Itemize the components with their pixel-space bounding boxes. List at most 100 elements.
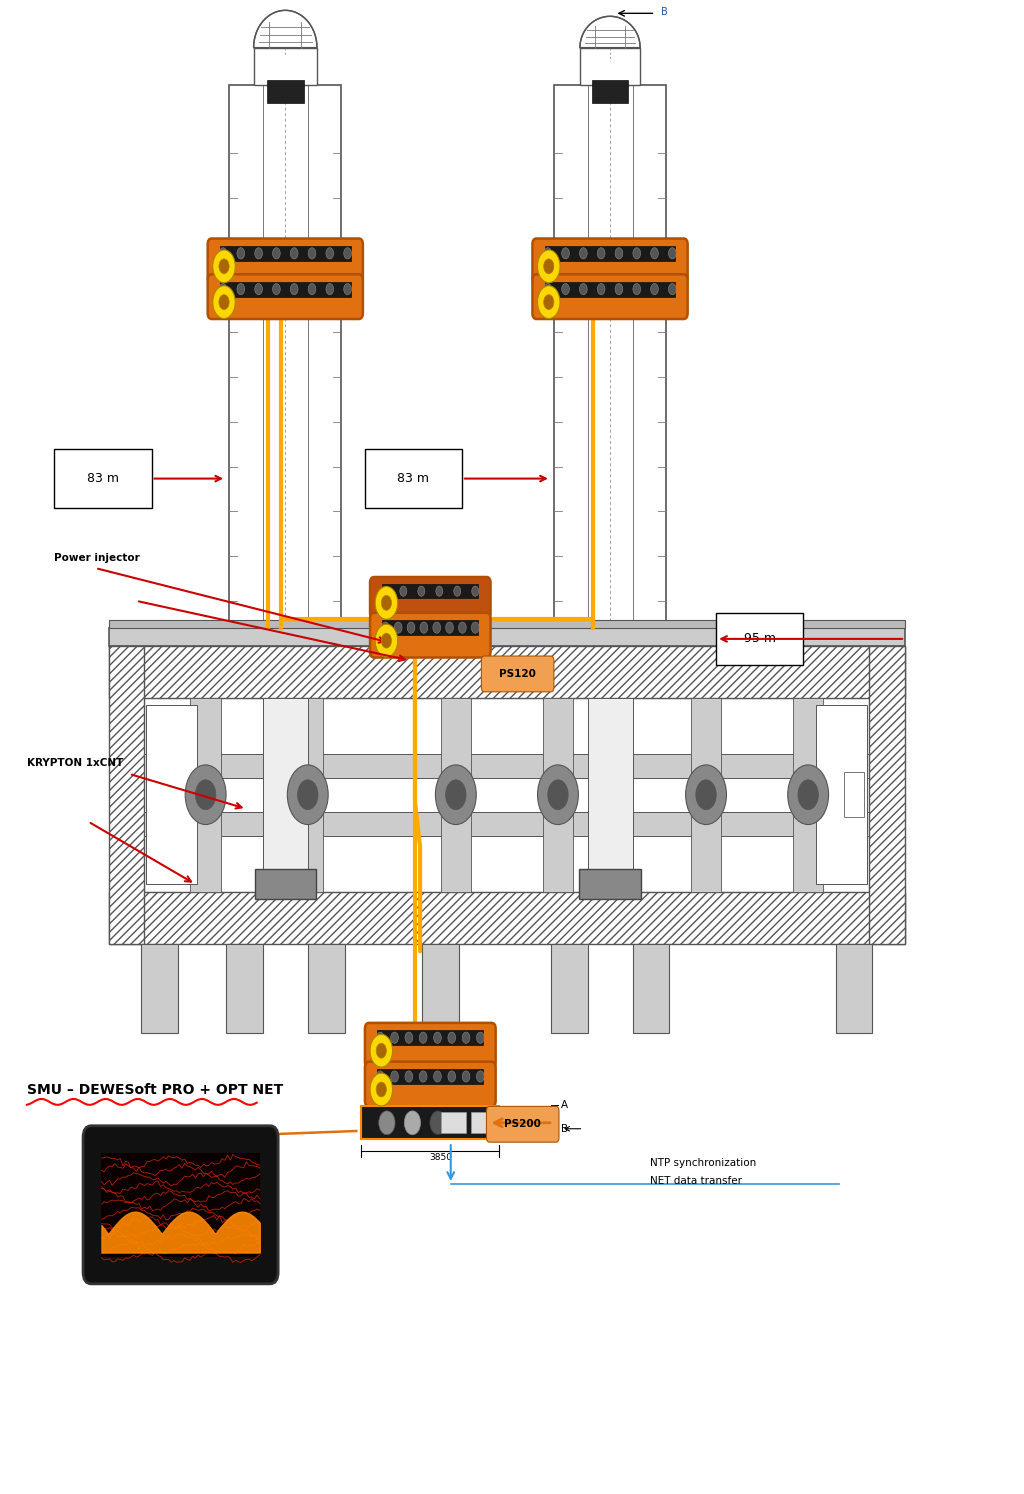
Bar	[54, 448, 152, 508]
Text: A: A	[561, 1100, 568, 1110]
Circle shape	[391, 1032, 398, 1043]
Circle shape	[787, 765, 828, 825]
FancyBboxPatch shape	[365, 1062, 496, 1107]
Bar	[422, 944, 459, 1034]
Circle shape	[650, 248, 658, 258]
Circle shape	[375, 587, 397, 619]
Circle shape	[436, 586, 442, 596]
Circle shape	[419, 1071, 427, 1082]
Circle shape	[196, 780, 216, 810]
Circle shape	[382, 586, 389, 596]
Circle shape	[538, 285, 560, 318]
Bar	[545, 247, 676, 261]
Bar	[263, 698, 308, 892]
Circle shape	[615, 284, 623, 294]
Circle shape	[291, 284, 298, 294]
Circle shape	[291, 248, 298, 258]
FancyBboxPatch shape	[370, 577, 490, 619]
Bar	[377, 1070, 483, 1083]
Circle shape	[433, 1071, 441, 1082]
Circle shape	[538, 765, 579, 825]
Bar	[226, 944, 263, 1034]
FancyBboxPatch shape	[365, 1023, 496, 1068]
Bar	[377, 1031, 483, 1046]
Circle shape	[344, 284, 351, 294]
Circle shape	[376, 1082, 386, 1097]
Circle shape	[650, 284, 658, 294]
Circle shape	[406, 1071, 413, 1082]
Circle shape	[433, 622, 440, 633]
Circle shape	[219, 284, 227, 294]
Circle shape	[408, 622, 415, 633]
FancyBboxPatch shape	[370, 613, 490, 657]
Circle shape	[419, 1032, 427, 1043]
Bar	[545, 282, 676, 296]
Bar	[543, 698, 573, 892]
Bar	[308, 944, 344, 1034]
Circle shape	[237, 284, 245, 294]
Circle shape	[272, 284, 281, 294]
Circle shape	[615, 248, 623, 258]
Polygon shape	[254, 10, 317, 48]
Circle shape	[471, 622, 479, 633]
Bar	[382, 584, 478, 598]
FancyBboxPatch shape	[481, 656, 554, 692]
Text: 95 m: 95 m	[743, 632, 775, 645]
Circle shape	[669, 248, 676, 258]
Circle shape	[381, 596, 391, 611]
Bar	[440, 1113, 466, 1134]
FancyBboxPatch shape	[486, 1107, 559, 1143]
Circle shape	[472, 586, 479, 596]
Circle shape	[382, 622, 389, 633]
Bar	[220, 282, 350, 296]
Circle shape	[633, 248, 641, 258]
Circle shape	[447, 1032, 456, 1043]
Bar	[588, 698, 633, 892]
Text: B: B	[561, 1123, 568, 1134]
Circle shape	[476, 1071, 484, 1082]
Circle shape	[597, 248, 605, 258]
Bar	[190, 698, 221, 892]
Circle shape	[433, 1032, 441, 1043]
Bar	[869, 645, 905, 944]
Circle shape	[219, 248, 227, 258]
Circle shape	[213, 249, 236, 282]
Circle shape	[391, 1071, 398, 1082]
Bar	[109, 645, 144, 944]
Bar	[144, 698, 869, 892]
FancyBboxPatch shape	[532, 239, 688, 284]
Circle shape	[185, 765, 226, 825]
Bar	[141, 944, 178, 1034]
Circle shape	[580, 248, 587, 258]
Circle shape	[420, 622, 428, 633]
Bar	[220, 247, 350, 261]
Circle shape	[326, 284, 334, 294]
Circle shape	[562, 248, 569, 258]
Polygon shape	[580, 16, 640, 48]
Bar	[716, 613, 803, 665]
Circle shape	[298, 780, 318, 810]
Circle shape	[562, 284, 569, 294]
Circle shape	[272, 248, 281, 258]
Text: 83 m: 83 m	[87, 472, 119, 486]
Circle shape	[447, 1071, 456, 1082]
Circle shape	[544, 294, 554, 309]
FancyBboxPatch shape	[532, 275, 688, 320]
Bar	[592, 81, 629, 103]
Circle shape	[308, 248, 315, 258]
Circle shape	[548, 780, 568, 810]
Text: NET data transfer: NET data transfer	[650, 1176, 741, 1186]
Circle shape	[219, 258, 229, 273]
Bar	[580, 48, 640, 85]
Bar	[109, 892, 905, 944]
Text: PS200: PS200	[504, 1119, 541, 1129]
Bar	[146, 705, 198, 884]
Text: KRYPTON 1xCNT: KRYPTON 1xCNT	[27, 759, 123, 768]
Bar	[144, 811, 869, 835]
Text: SMU – DEWESoft PRO + OPT NET: SMU – DEWESoft PRO + OPT NET	[27, 1083, 284, 1097]
Bar	[293, 698, 324, 892]
Text: Power injector: Power injector	[54, 553, 140, 563]
Text: 3850: 3850	[429, 1153, 452, 1162]
Bar	[554, 85, 667, 645]
Circle shape	[669, 284, 676, 294]
